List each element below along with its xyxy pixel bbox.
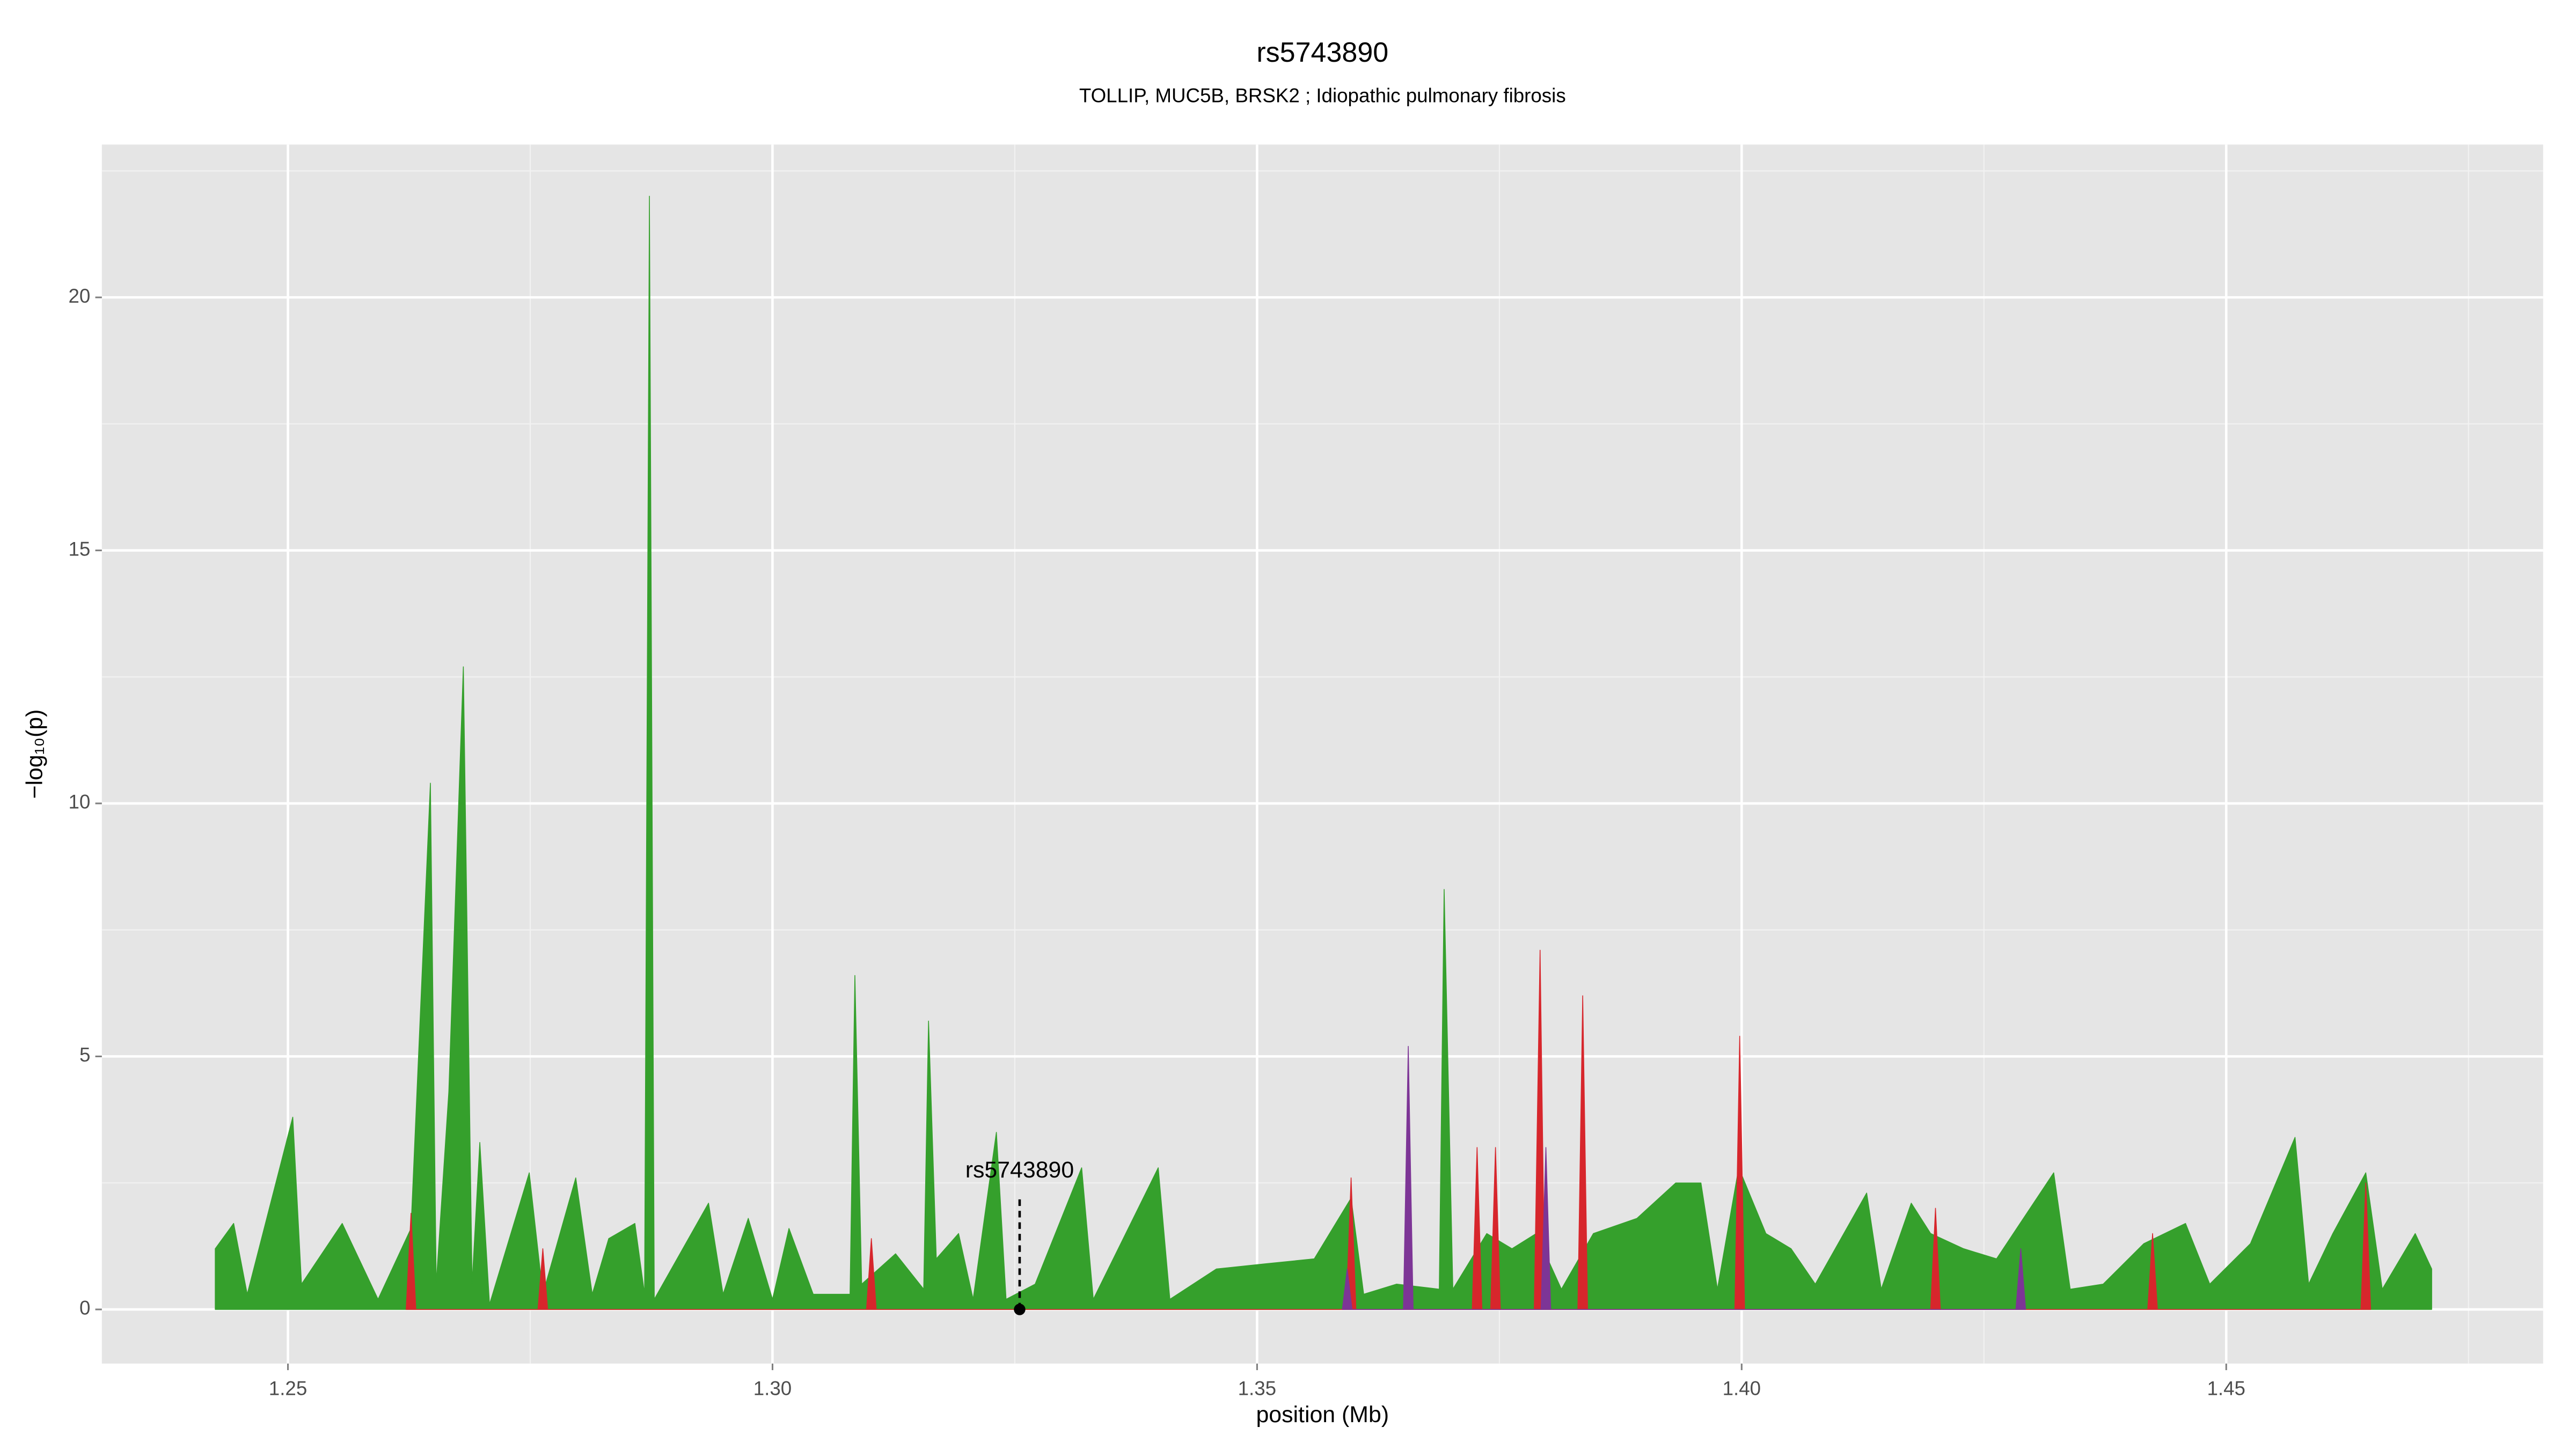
x-tick-label: 1.25 — [269, 1377, 307, 1399]
annotation-label: rs5743890 — [965, 1157, 1074, 1183]
labels: 0 5 10 15 20 1.25 1.30 1.35 1.40 1.45 rs5743890 — [69, 285, 2245, 1400]
y-tick-label: 15 — [69, 538, 91, 560]
y-tick-label: 20 — [69, 285, 91, 307]
area — [1342, 1045, 2026, 1310]
y-tick-label: 10 — [69, 791, 91, 813]
chart-subtitle: TOLLIP, MUC5B, BRSK2 ; Idiopathic pulmon… — [1079, 84, 1566, 106]
annotation-point — [1014, 1304, 1026, 1315]
x-axis-label: position (Mb) — [1256, 1402, 1389, 1428]
x-tick-label: 1.45 — [2207, 1377, 2245, 1399]
y-tick-label: 0 — [79, 1297, 90, 1319]
chart-title: rs5743890 — [1256, 37, 1388, 68]
y-axis-label: −log₁₀(p) — [22, 709, 48, 799]
x-tick-label: 1.30 — [753, 1377, 792, 1399]
y-tick-label: 5 — [79, 1044, 90, 1066]
x-tick-label: 1.40 — [1723, 1377, 1761, 1399]
marks — [215, 195, 2432, 1310]
x-tick-label: 1.35 — [1238, 1377, 1276, 1399]
area — [215, 195, 2432, 1310]
plot-background — [101, 144, 2543, 1364]
